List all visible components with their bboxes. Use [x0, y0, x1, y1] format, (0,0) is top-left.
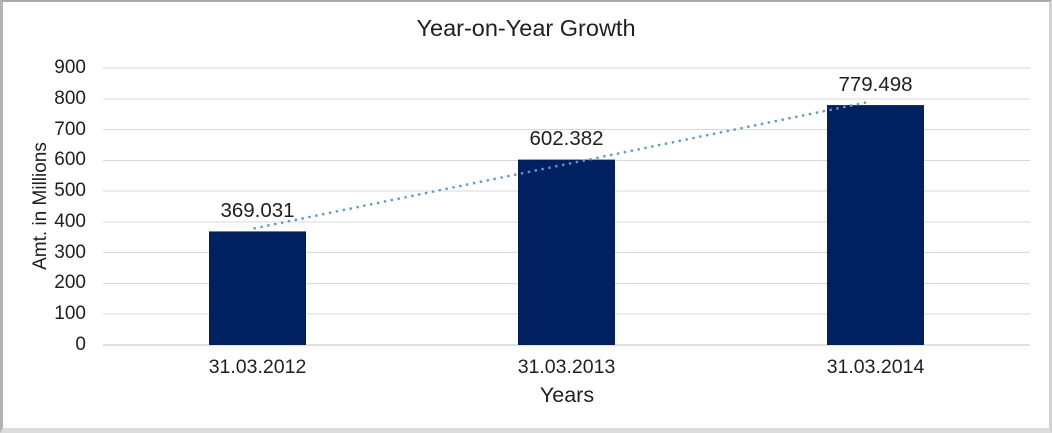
data-label-31.03.2014: 779.498: [838, 72, 913, 96]
y-tick-label-800: 800: [54, 87, 86, 109]
x-tick-label-31.03.2012: 31.03.2012: [208, 356, 307, 378]
y-tick-label-200: 200: [54, 272, 86, 294]
y-tick-label-0: 0: [75, 334, 86, 355]
y-tick-label-400: 400: [54, 210, 86, 232]
y-tick-label-100: 100: [54, 303, 86, 325]
y-tick-label-500: 500: [54, 180, 86, 202]
bar-31.03.2013: [518, 159, 615, 345]
bar-31.03.2012: [209, 231, 306, 345]
data-label-31.03.2012: 369.031: [220, 198, 295, 222]
bar-31.03.2014: [827, 105, 924, 346]
y-tick-label-600: 600: [54, 149, 86, 171]
data-label-31.03.2013: 602.382: [529, 127, 604, 151]
x-tick-label-31.03.2014: 31.03.2014: [826, 356, 925, 378]
y-tick-label-700: 700: [54, 118, 86, 140]
x-tick-label-31.03.2013: 31.03.2013: [517, 356, 616, 378]
chart-title: Year-on-Year Growth: [416, 15, 636, 41]
y-tick-label-900: 900: [54, 57, 86, 78]
y-tick-label-300: 300: [54, 241, 86, 263]
x-axis-title: Years: [539, 383, 595, 407]
